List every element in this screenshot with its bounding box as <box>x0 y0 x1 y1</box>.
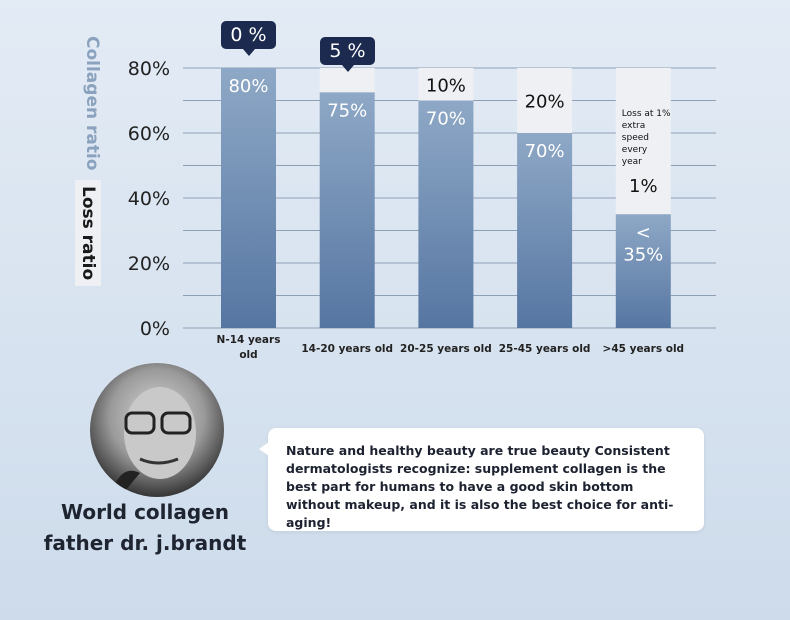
loss-annotation: Loss at 1% <box>622 109 671 119</box>
collagen-bar <box>615 214 671 328</box>
person-caption-line1: World collagen <box>60 500 229 524</box>
y-tick-label: 60% <box>128 123 170 145</box>
person-icon <box>110 387 196 497</box>
loss-annotation: every <box>622 145 648 155</box>
loss-bar <box>615 68 671 215</box>
x-tick-label: 20-25 years old <box>400 343 492 355</box>
quote-bubble: Nature and healthy beauty are true beaut… <box>259 428 704 531</box>
y-axis-label-loss: Loss ratio <box>75 180 101 287</box>
loss-bar <box>319 68 375 93</box>
loss-value-label: 20% <box>525 92 565 113</box>
loss-bar <box>517 68 573 133</box>
loss-value-label: 10% <box>426 75 466 96</box>
loss-tooltip-2: 5 % <box>320 37 375 72</box>
y-axis-label-collagen: Collagen ratio <box>82 36 102 171</box>
collagen-value-label: 75% <box>327 100 367 121</box>
collagen-bar <box>517 133 573 328</box>
y-tick-label: 0% <box>140 318 170 340</box>
collagen-bar <box>418 100 474 328</box>
y-tick-label: 80% <box>128 58 170 80</box>
loss-tooltip-1: 0 % <box>221 21 276 56</box>
y-tick-label: 20% <box>128 253 170 275</box>
portrait-photo <box>90 363 224 497</box>
collagen-value-label: 70% <box>525 141 565 162</box>
collagen-bar <box>221 68 276 328</box>
x-tick-label: 14-20 years old <box>301 343 393 355</box>
collagen-value-label: 80% <box>228 76 268 97</box>
x-tick-label: old <box>239 349 257 361</box>
x-tick-label: N-14 years <box>217 334 281 346</box>
collagen-chart: 80% 75% 70% 10% 70% 20% <35% 1% Loss at 1% extra s… <box>128 58 716 361</box>
collagen-bar <box>319 92 375 328</box>
collagen-value-label: < <box>636 222 651 243</box>
y-tick-label: 40% <box>128 188 170 210</box>
collagen-value-label: 35% <box>623 244 663 265</box>
loss-value-label: 1% <box>629 176 658 197</box>
loss-annotation: extra <box>622 121 645 131</box>
loss-bar <box>418 68 474 101</box>
loss-annotation: speed <box>622 133 649 143</box>
person-caption-line2: father dr. j.brandt <box>43 531 247 555</box>
collagen-value-label: 70% <box>426 109 466 130</box>
loss-annotation: year <box>622 157 642 167</box>
x-tick-label: 25-45 years old <box>499 343 591 355</box>
x-tick-label: >45 years old <box>603 343 685 355</box>
